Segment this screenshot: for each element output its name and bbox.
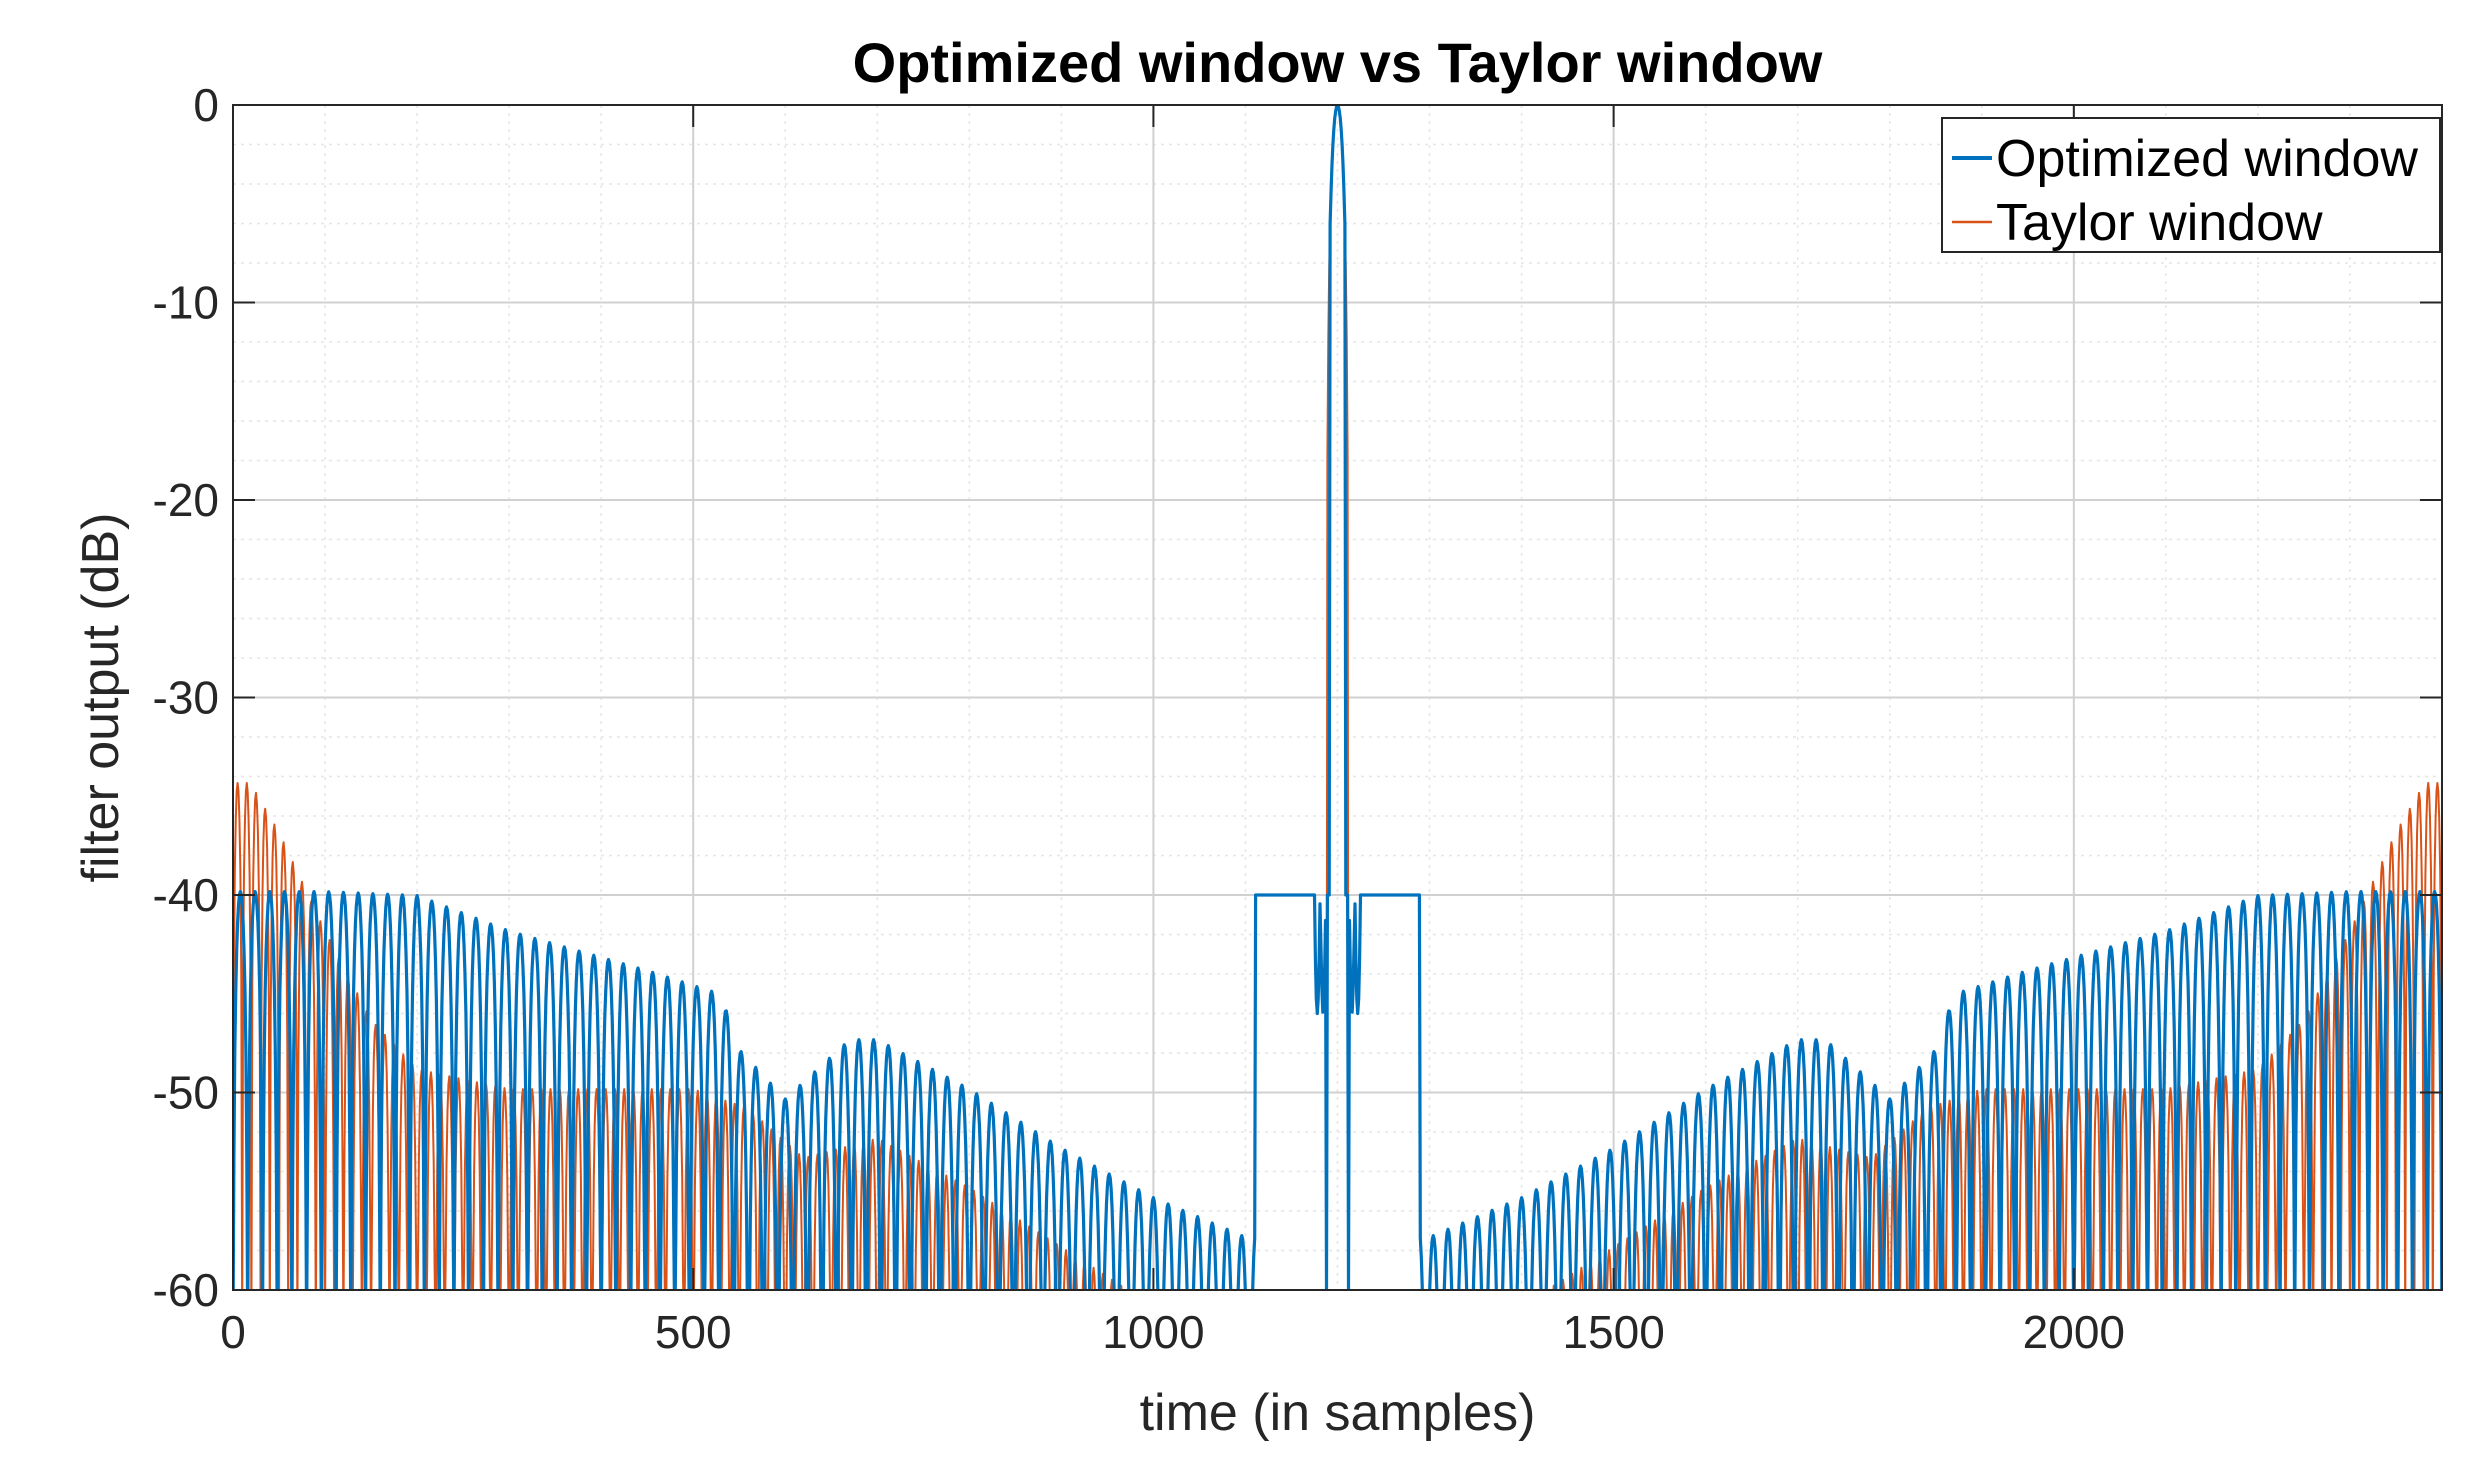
ticks: 0 500 1000 1500 2000 0 -10 -20 -30 -40 -50 -60	[153, 79, 2442, 1358]
y-tick-label: 0	[193, 79, 219, 131]
y-tick-label: -20	[153, 474, 219, 526]
legend-label: Optimized window	[1996, 130, 2418, 188]
y-tick-label: -10	[153, 277, 219, 329]
major-grid	[232, 104, 2442, 1291]
x-tick-label: 0	[220, 1306, 246, 1358]
legend[interactable]: Optimized window Taylor window	[1941, 117, 2441, 253]
x-axis-label: time (in samples)	[1140, 1384, 1536, 1442]
y-axis-label: filter output (dB)	[72, 513, 130, 883]
y-tick-label: -30	[153, 672, 219, 724]
x-tick-label: 2000	[2023, 1306, 2125, 1358]
x-tick-label: 1500	[1562, 1306, 1664, 1358]
chart-title: Optimized window vs Taylor window	[853, 31, 1823, 94]
x-tick-label: 500	[655, 1306, 732, 1358]
y-tick-label: -50	[153, 1067, 219, 1119]
legend-label: Taylor window	[1996, 194, 2323, 252]
y-tick-label: -60	[153, 1264, 219, 1316]
legend-box	[1941, 117, 2441, 253]
x-tick-label: 1000	[1102, 1306, 1204, 1358]
y-tick-label: -40	[153, 869, 219, 921]
